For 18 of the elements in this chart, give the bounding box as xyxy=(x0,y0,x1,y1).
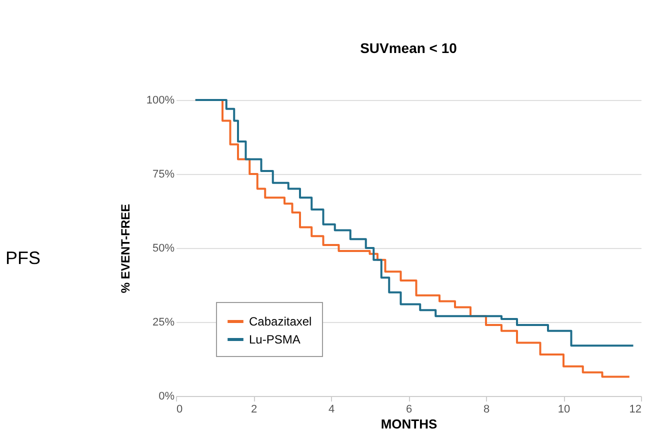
text: PFS xyxy=(5,248,41,268)
x-tick-label: 12 xyxy=(629,404,642,416)
y-tick-label: 25% xyxy=(152,316,175,328)
x-tick-label: 6 xyxy=(406,404,412,416)
y-tick-label: 50% xyxy=(152,242,175,254)
chart-title: SUVmean < 10 xyxy=(360,40,458,56)
y-axis-title: % EVENT-FREE xyxy=(118,204,132,294)
y-tick-label: 75% xyxy=(152,168,175,180)
legend-label: Lu-PSMA xyxy=(249,332,300,346)
legend-label: Cabazitaxel xyxy=(249,314,312,328)
y-tick-label: 100% xyxy=(146,94,175,106)
x-tick-label: 4 xyxy=(328,404,335,416)
x-tick-label: 2 xyxy=(250,404,258,416)
x-tick-label: 0 xyxy=(176,404,183,416)
x-tick-label: 10 xyxy=(558,404,570,416)
y-tick-label: 0% xyxy=(158,390,175,402)
x-tick-label: 8 xyxy=(483,404,490,416)
x-axis-title: MONTHS xyxy=(380,416,438,432)
